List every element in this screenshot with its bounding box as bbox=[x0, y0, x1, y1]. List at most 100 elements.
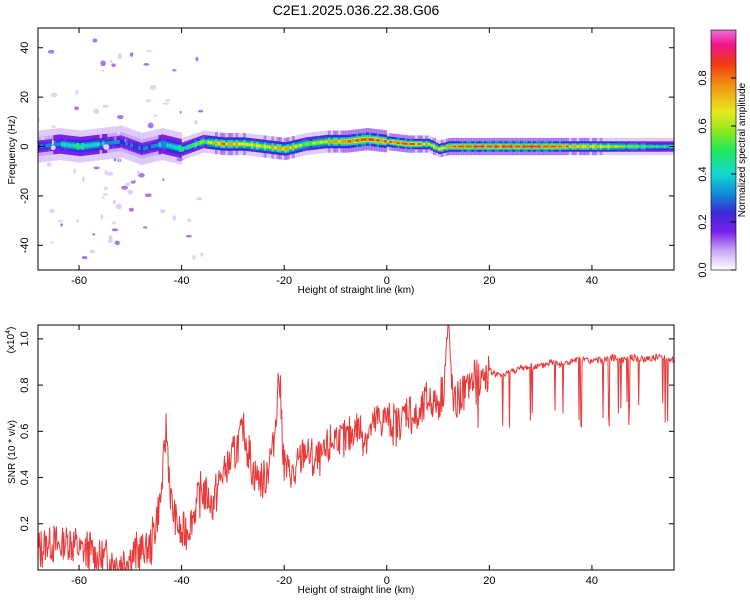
heatmap-cell bbox=[540, 145, 544, 148]
heatmap-cell bbox=[427, 143, 431, 146]
heatmap-cell bbox=[49, 241, 54, 244]
heatmap-cell bbox=[48, 143, 52, 148]
heatmap-cell bbox=[117, 115, 124, 120]
heatmap-cell bbox=[74, 106, 79, 111]
heatmap-cell bbox=[60, 223, 63, 227]
heatmap-cell bbox=[158, 142, 162, 147]
x-tick-label: 40 bbox=[586, 275, 598, 287]
heatmap-cell bbox=[661, 145, 665, 148]
heatmap-cell bbox=[118, 156, 121, 162]
y-multiplier-label: (x104) bbox=[5, 327, 17, 354]
heatmap-cell bbox=[471, 145, 475, 148]
heatmap-cell bbox=[81, 176, 85, 183]
heatmap-cell bbox=[248, 143, 252, 147]
heatmap-cell bbox=[550, 145, 554, 148]
y-tick-label: -20 bbox=[19, 188, 31, 204]
heatmap-cell bbox=[653, 145, 657, 148]
heatmap-cell bbox=[335, 140, 339, 143]
heatmap-cell bbox=[561, 145, 565, 148]
heatmap-cell bbox=[389, 140, 393, 143]
heatmap-cell bbox=[609, 145, 613, 148]
heatmap-cell bbox=[71, 143, 75, 148]
x-tick-label: -60 bbox=[71, 575, 87, 587]
heatmap-cell bbox=[176, 145, 180, 150]
heatmap-cell bbox=[463, 145, 467, 148]
heatmap-cell bbox=[255, 144, 259, 147]
bottom-x-ticks: -60 -40 -20 0 20 40 bbox=[71, 325, 598, 587]
spectrogram-panel: -60 -40 -20 0 20 40 -40 -20 0 20 40 Height of str… bbox=[7, 27, 748, 296]
heatmap-cell bbox=[127, 189, 134, 195]
heatmap-cell bbox=[222, 142, 226, 146]
heatmap-cell bbox=[553, 145, 557, 148]
heatmap-cell bbox=[51, 125, 56, 128]
heatmap-cell bbox=[438, 147, 442, 151]
heatmap-cell bbox=[394, 141, 398, 144]
heatmap-cell bbox=[409, 143, 413, 146]
heatmap-cell bbox=[179, 146, 183, 151]
heatmap-cell bbox=[93, 108, 100, 115]
heatmap-cell bbox=[186, 218, 192, 223]
heatmap-cell bbox=[148, 145, 152, 150]
snr-panel: -60 -40 -20 0 20 40 0.2 0.4 0.6 0.8 1.0 Height of… bbox=[5, 324, 675, 596]
heatmap-cell bbox=[556, 145, 559, 148]
heatmap-cell bbox=[350, 139, 354, 143]
heatmap-cell bbox=[468, 145, 472, 148]
heatmap-cell bbox=[615, 145, 618, 148]
bottom-x-axis-label: Height of straight line (km) bbox=[298, 585, 415, 596]
heatmap-cell bbox=[176, 157, 184, 162]
heatmap-cell bbox=[558, 145, 562, 148]
heatmap-cell bbox=[448, 145, 452, 148]
heatmap-cell bbox=[525, 145, 529, 148]
heatmap-cell bbox=[128, 207, 135, 212]
heatmap-cell bbox=[184, 146, 188, 150]
heatmap-cell bbox=[476, 145, 480, 148]
heatmap-cell bbox=[330, 140, 334, 143]
heatmap-cell bbox=[172, 215, 177, 221]
heatmap-cell bbox=[345, 140, 349, 143]
heatmap-cell bbox=[117, 139, 121, 144]
heatmap-cell bbox=[96, 142, 100, 147]
heatmap-cell bbox=[63, 142, 67, 147]
heatmap-cell bbox=[51, 139, 54, 146]
heatmap-cell bbox=[361, 138, 365, 142]
colorbar-tick-label: 0.4 bbox=[697, 166, 709, 181]
heatmap-cell bbox=[40, 136, 45, 140]
heatmap-cell bbox=[114, 240, 120, 246]
y-tick-label: 0 bbox=[19, 143, 31, 149]
heatmap-cell bbox=[302, 143, 306, 147]
heatmap-cell bbox=[43, 143, 47, 148]
heatmap-cell bbox=[194, 143, 198, 146]
heatmap-cell bbox=[607, 145, 611, 148]
colorbar-tick-label: 0.2 bbox=[697, 214, 709, 229]
heatmap-cell bbox=[124, 182, 131, 186]
heatmap-cell bbox=[663, 145, 667, 148]
heatmap-cell bbox=[232, 142, 236, 146]
heatmap-cell bbox=[57, 219, 63, 223]
heatmap-cell bbox=[584, 145, 588, 148]
heatmap-cell bbox=[112, 140, 116, 145]
heatmap-cell bbox=[250, 143, 254, 147]
heatmap-cell bbox=[230, 142, 234, 146]
heatmap-cell bbox=[212, 141, 216, 145]
heatmap-cell bbox=[266, 145, 270, 149]
heatmap-cell bbox=[173, 145, 177, 150]
heatmap-cell bbox=[630, 145, 634, 148]
heatmap-cell bbox=[136, 170, 140, 175]
heatmap-cell bbox=[289, 146, 293, 150]
heatmap-cell bbox=[130, 180, 136, 184]
heatmap-cell bbox=[140, 147, 144, 151]
heatmap-cell bbox=[499, 145, 503, 148]
colorbar bbox=[710, 29, 737, 271]
heatmap-cell bbox=[422, 143, 426, 146]
heatmap-cell bbox=[340, 140, 344, 143]
heatmap-cell bbox=[192, 254, 196, 260]
heatmap-cell bbox=[155, 143, 159, 148]
y-tick-label: 0.2 bbox=[19, 516, 31, 531]
heatmap-cell bbox=[279, 147, 283, 150]
bottom-y-ticks: 0.2 0.4 0.6 0.8 1.0 bbox=[19, 331, 674, 531]
heatmap-cell bbox=[214, 141, 218, 145]
heatmap-cell bbox=[622, 145, 626, 148]
heatmap-cell bbox=[566, 145, 570, 148]
x-tick-label: -40 bbox=[174, 575, 190, 587]
heatmap-cell bbox=[75, 89, 79, 96]
